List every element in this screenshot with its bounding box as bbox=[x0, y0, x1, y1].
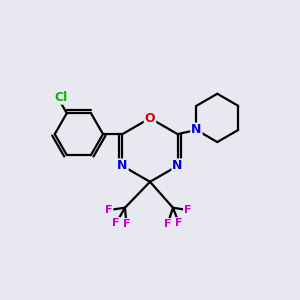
Text: F: F bbox=[184, 205, 191, 215]
Text: F: F bbox=[164, 219, 171, 229]
Text: N: N bbox=[191, 124, 202, 136]
Text: O: O bbox=[145, 112, 155, 125]
Text: F: F bbox=[175, 218, 183, 228]
Text: N: N bbox=[172, 159, 183, 172]
Text: F: F bbox=[112, 218, 120, 228]
Text: F: F bbox=[105, 205, 112, 215]
Text: Cl: Cl bbox=[54, 91, 67, 104]
Text: F: F bbox=[123, 219, 130, 229]
Text: N: N bbox=[117, 159, 128, 172]
